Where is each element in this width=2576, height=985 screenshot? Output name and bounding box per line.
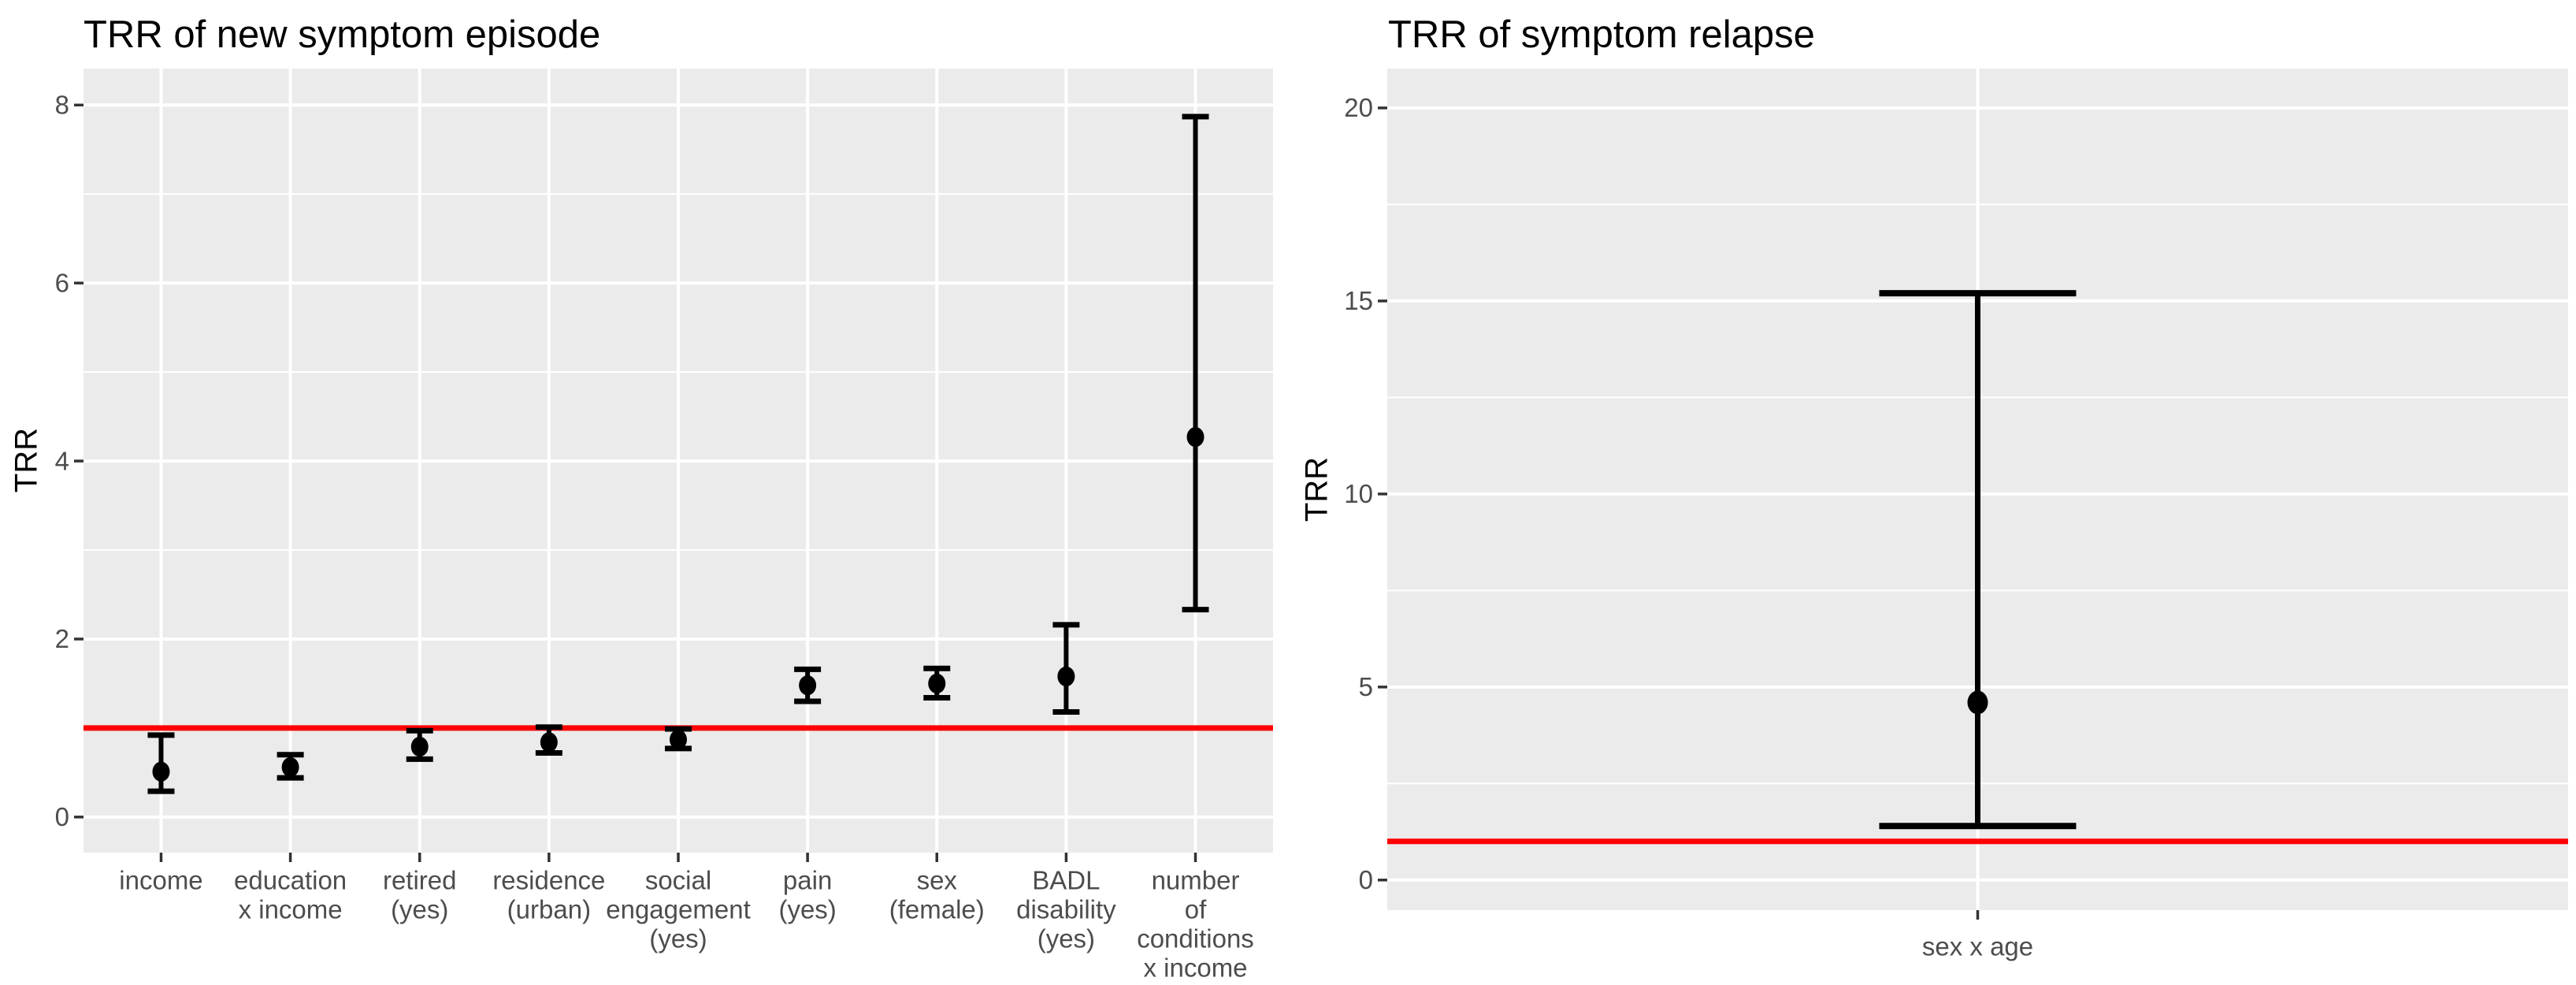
x-category-label: income [119,865,202,894]
y-tick-label: 4 [55,446,69,475]
data-point [670,729,687,750]
data-point [152,761,170,782]
y-tick-label: 10 [1344,479,1373,508]
data-point [928,673,946,694]
x-category-label: social engagement (yes) [606,865,750,953]
right-chart-panel: 0 5 10 15 20 sex x age [1344,69,2568,961]
y-tick-label: 6 [55,268,69,297]
x-category-label: BADL disability (yes) [1016,865,1116,953]
y-tick-label: 2 [55,624,69,653]
y-tick-label: 0 [55,802,69,831]
y-tick-label: 20 [1344,93,1373,122]
data-point [799,675,817,696]
x-category-label: sex x age [1922,931,2033,961]
error-bar [1879,290,2077,830]
data-point [1186,426,1204,448]
data-point [1057,666,1075,687]
x-category-label: pain (yes) [778,865,836,924]
data-point [540,732,558,753]
error-bar [1182,113,1209,613]
y-tick-label: 0 [1359,865,1373,894]
right-chart-title: TRR of symptom relapse [1388,13,1815,56]
y-tick-label: 5 [1359,672,1373,701]
data-point [410,736,429,757]
left-chart-title: TRR of new symptom episode [84,13,601,56]
data-point [281,756,299,778]
x-category-label: sex (female) [889,865,985,924]
y-tick-label: 8 [55,91,69,120]
left-chart-panel: 0 2 4 6 8 income education x income retired (yes)… [55,69,1273,982]
x-category-label: number of conditions x income [1137,865,1254,982]
x-category-label: residence (urban) [492,865,605,924]
x-category-label: education x income [234,865,347,924]
data-point [1967,690,1988,715]
y-tick-label: 15 [1344,286,1373,315]
x-category-label: retired (yes) [383,865,457,924]
